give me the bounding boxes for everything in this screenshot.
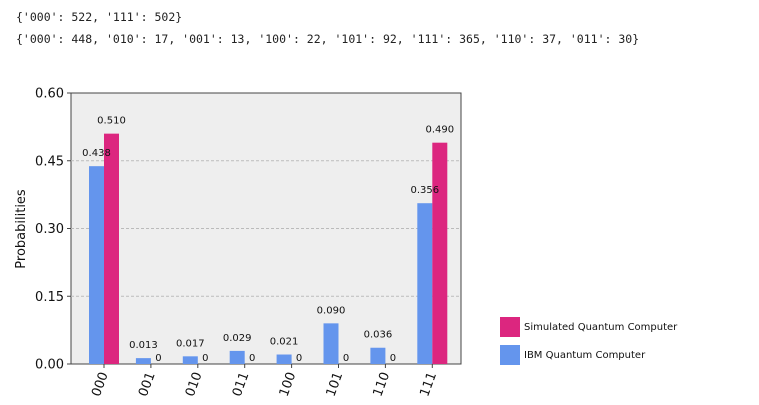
y-axis-label: Probabilities	[14, 189, 29, 269]
x-tick-label: 000	[89, 370, 112, 398]
value-label: 0	[249, 353, 255, 364]
x-tick-label: 111	[417, 370, 440, 398]
bar-ibm-100	[276, 354, 292, 364]
bar-ibm-011	[229, 350, 245, 364]
bar-ibm-010	[182, 356, 198, 364]
bar-ibm-101	[323, 323, 339, 364]
value-label: 0	[296, 353, 302, 364]
value-label: 0	[155, 353, 161, 364]
value-label: 0.017	[176, 338, 205, 349]
x-tick-label: 100	[277, 370, 300, 398]
y-tick-label: 0.45	[35, 154, 64, 169]
value-label: 0.090	[317, 305, 346, 316]
value-label: 0.356	[410, 185, 439, 196]
value-label: 0	[202, 353, 208, 364]
legend-label: IBM Quantum Computer	[524, 350, 646, 361]
legend-swatch	[500, 345, 520, 365]
counts-output-ibm: {'000': 448, '010': 17, '001': 13, '100'…	[16, 32, 640, 46]
value-label: 0.013	[129, 340, 158, 351]
x-tick-label: 001	[136, 370, 159, 398]
y-tick-label: 0.00	[35, 358, 64, 373]
value-label: 0.438	[82, 148, 111, 159]
x-ticks: 000 001 010 011 100 101 110 111	[89, 364, 440, 399]
value-label: 0	[390, 353, 396, 364]
x-tick-label: 010	[183, 370, 206, 398]
bar-ibm-111	[417, 203, 433, 364]
x-tick-label: 110	[371, 370, 394, 398]
value-label: 0.021	[270, 337, 299, 348]
bar-ibm-001	[135, 358, 151, 364]
legend-swatch	[500, 317, 520, 337]
x-tick-label: 011	[230, 370, 253, 398]
y-tick-label: 0.60	[35, 87, 64, 102]
bar-simulated-000	[104, 133, 119, 364]
gridlines	[71, 160, 461, 297]
x-tick-label: 101	[324, 370, 347, 398]
value-label: 0.036	[364, 330, 393, 341]
legend: Simulated Quantum Computer IBM Quantum Co…	[500, 317, 678, 365]
bar-simulated-111	[432, 142, 448, 364]
bars	[89, 133, 448, 364]
bar-ibm-110	[370, 347, 386, 364]
value-label: 0.510	[97, 116, 126, 127]
y-tick-label: 0.15	[35, 290, 64, 305]
value-label: 0.490	[425, 125, 454, 136]
y-ticks: 0.00 0.15 0.30 0.45 0.60	[35, 87, 71, 373]
legend-label: Simulated Quantum Computer	[524, 322, 678, 333]
y-tick-label: 0.30	[35, 222, 64, 237]
value-labels: 0.438 0.510 0.013 0 0.017 0 0.029 0 0.021 0 0.090 0…	[82, 116, 454, 364]
value-label: 0	[343, 353, 349, 364]
value-label: 0.029	[223, 333, 252, 344]
counts-output-simulated: {'000': 522, '111': 502}	[16, 10, 183, 24]
bar-ibm-000	[89, 166, 104, 364]
